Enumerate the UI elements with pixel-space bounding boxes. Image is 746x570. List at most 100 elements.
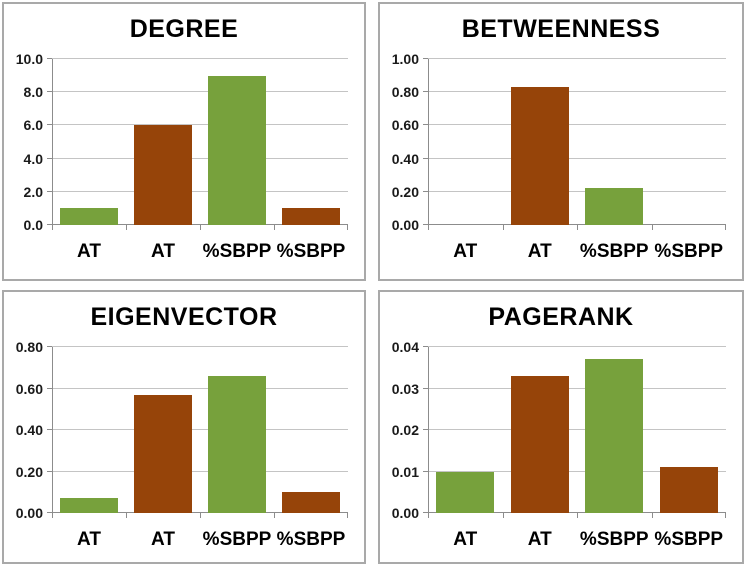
gridline xyxy=(428,470,726,472)
x-tick-mark xyxy=(52,513,53,518)
x-category-label: %SBPP xyxy=(276,529,346,550)
bar-at-2 xyxy=(134,394,192,513)
gridline xyxy=(428,190,726,192)
y-tick-label: 10.0 xyxy=(15,51,43,67)
y-tick-label: 0.03 xyxy=(391,380,419,397)
x-axis-line xyxy=(52,512,348,513)
x-axis-line xyxy=(428,224,726,225)
y-tick-mark xyxy=(47,190,52,192)
y-tick-mark xyxy=(423,470,428,472)
chart-panel-betweenness: BETWEENNESS 0.00 0.20 0.40 0.60 0.80 1.00 AT AT… xyxy=(378,2,744,281)
x-tick-mark xyxy=(651,225,653,230)
eigenvector-plot-area: 0.00 0.20 0.40 0.60 0.80 AT AT %SBPP %SBPP xyxy=(16,340,348,550)
y-tick-label: 0.60 xyxy=(15,380,43,397)
x-category-label: AT xyxy=(77,241,101,262)
y-tick-mark xyxy=(47,91,52,93)
chart-title-betweenness: BETWEENNESS xyxy=(461,15,661,43)
y-tick-mark xyxy=(47,429,52,430)
chart-title-eigenvector: EIGENVECTOR xyxy=(90,303,278,331)
bar-at-2 xyxy=(134,125,192,225)
x-category-label: AT xyxy=(453,241,478,262)
gridline xyxy=(428,91,726,93)
x-category-label: AT xyxy=(151,241,175,262)
y-axis-line xyxy=(428,59,429,225)
y-tick-mark xyxy=(47,470,52,472)
x-tick-mark xyxy=(725,225,726,230)
y-tick-mark xyxy=(423,124,428,126)
y-tick-mark xyxy=(423,157,428,159)
bar-pct-sbpp-4 xyxy=(659,467,718,513)
bar-pct-sbpp-3 xyxy=(208,75,266,225)
x-tick-mark xyxy=(200,513,201,518)
y-tick-mark xyxy=(47,512,52,513)
x-category-label: AT xyxy=(527,529,552,550)
y-axis-line xyxy=(52,59,53,225)
bar-at-2 xyxy=(510,376,569,513)
y-tick-mark xyxy=(423,387,428,389)
y-tick-mark xyxy=(423,224,428,225)
bar-at-1 xyxy=(60,498,118,513)
x-tick-mark xyxy=(428,513,429,518)
y-axis-line xyxy=(428,347,429,513)
x-category-label: %SBPP xyxy=(579,529,649,550)
x-category-label: %SBPP xyxy=(579,241,649,262)
y-tick-mark xyxy=(47,346,52,347)
x-tick-mark xyxy=(725,513,726,518)
x-category-label: %SBPP xyxy=(654,241,724,262)
betweenness-plot-area: 0.00 0.20 0.40 0.60 0.80 1.00 AT AT %SBPP %SBPP xyxy=(392,52,726,262)
x-tick-mark xyxy=(577,513,578,518)
x-category-label: AT xyxy=(453,529,478,550)
gridline xyxy=(52,157,348,159)
bar-at-1 xyxy=(60,208,118,225)
gridline xyxy=(428,387,726,389)
gridline xyxy=(428,429,726,430)
x-tick-mark xyxy=(274,513,275,518)
bar-pct-sbpp-3 xyxy=(208,376,266,513)
y-tick-label: 0.00 xyxy=(15,505,43,521)
chart-title-degree: DEGREE xyxy=(129,15,239,43)
gridline xyxy=(52,124,348,126)
y-tick-mark xyxy=(423,91,428,93)
bar-at-1 xyxy=(436,471,495,513)
y-tick-label: 0.20 xyxy=(15,463,43,480)
y-tick-label: 0.02 xyxy=(391,422,419,438)
y-tick-mark xyxy=(423,346,428,347)
y-tick-mark xyxy=(47,157,52,159)
pagerank-plot-area: 0.00 0.01 0.02 0.03 0.04 AT AT %SBPP %SBPP xyxy=(392,340,726,550)
y-axis-line xyxy=(52,347,53,513)
y-tick-mark xyxy=(423,190,428,192)
gridline xyxy=(52,387,348,389)
y-tick-label: 8.0 xyxy=(23,84,43,101)
gridline xyxy=(52,346,348,347)
x-axis-line xyxy=(428,512,726,513)
y-tick-label: 0.20 xyxy=(391,183,419,200)
x-category-label: %SBPP xyxy=(202,529,272,550)
x-tick-mark xyxy=(200,225,201,230)
gridline xyxy=(52,58,348,59)
x-tick-mark xyxy=(502,513,504,518)
chart-panel-pagerank: PAGERANK 0.00 0.01 0.02 0.03 0.04 AT AT %SBPP %S… xyxy=(378,290,744,564)
gridline xyxy=(428,157,726,159)
y-tick-mark xyxy=(47,58,52,59)
x-category-label: %SBPP xyxy=(202,241,272,262)
y-tick-label: 0.0 xyxy=(23,217,43,233)
x-tick-mark xyxy=(274,225,275,230)
x-tick-mark xyxy=(577,225,578,230)
y-tick-label: 0.00 xyxy=(391,217,419,233)
x-category-label: %SBPP xyxy=(276,241,346,262)
bar-pct-sbpp-3 xyxy=(585,359,644,513)
gridline xyxy=(428,346,726,347)
x-tick-mark xyxy=(347,225,348,230)
y-tick-label: 0.40 xyxy=(391,150,419,167)
y-tick-label: 0.01 xyxy=(391,463,419,480)
bar-at-2 xyxy=(510,87,569,225)
y-tick-label: 0.00 xyxy=(391,505,419,521)
bar-pct-sbpp-3 xyxy=(585,188,644,225)
x-axis-line xyxy=(52,224,348,225)
y-tick-label: 0.04 xyxy=(391,339,419,355)
x-tick-mark xyxy=(651,513,653,518)
x-category-label: AT xyxy=(151,529,175,550)
degree-plot-area: 0.0 2.0 4.0 6.0 8.0 10.0 AT AT %SBPP %SBPP xyxy=(16,52,348,262)
y-tick-label: 4.0 xyxy=(23,150,43,167)
